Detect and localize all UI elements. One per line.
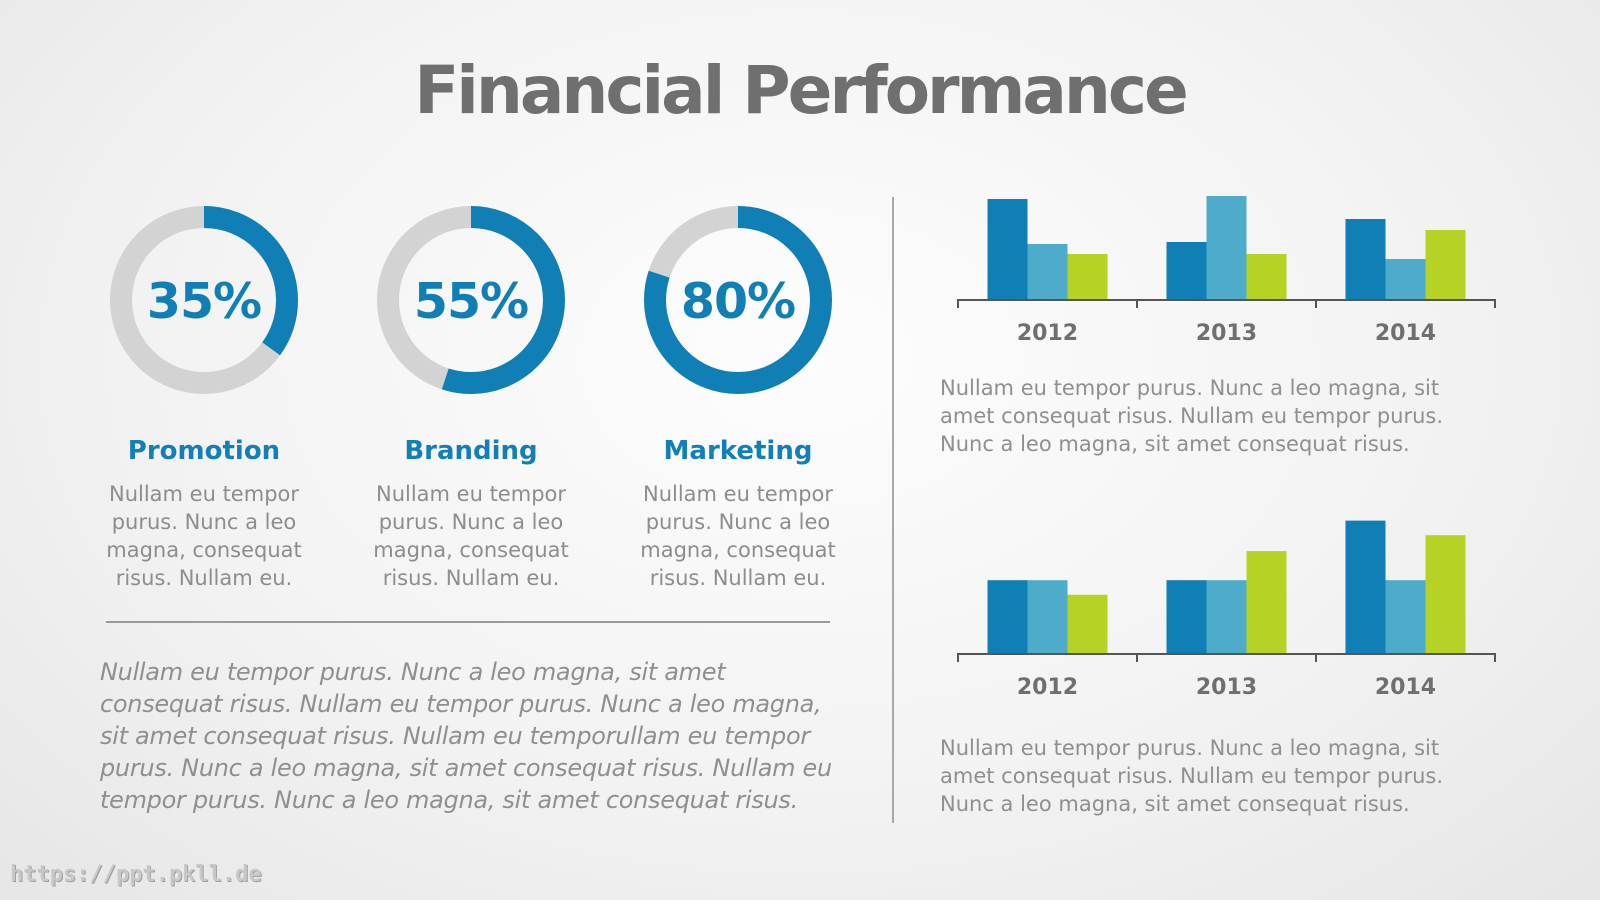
bar [1425,535,1466,653]
donut-percent: 55% [414,273,528,330]
summary-paragraph: Nullam eu tempor purus. Nunc a leo magna… [100,658,832,814]
donut-marketing: 80% Marketing Nullam eu tempor purus. Nu… [628,190,848,590]
x-tick-label: 2013 [1196,675,1257,700]
bar [1385,259,1426,299]
bar [1166,580,1207,653]
donut-description: Nullam eu tempor purus. Nunc a leo magna… [640,482,836,590]
donut-branding: 55% Branding Nullam eu tempor purus. Nun… [361,190,581,590]
donut-promotion: 35% Promotion Nullam eu tempor purus. Nu… [94,190,314,590]
donut-title: Promotion [127,436,281,466]
x-tick-label: 2012 [1017,321,1078,346]
donut-chart: 55% [377,206,565,394]
bar [987,580,1028,653]
donut-percent: 35% [147,273,261,330]
bar [1166,242,1207,299]
bar [987,199,1028,299]
bar [1206,580,1247,653]
horizontal-divider [106,621,830,623]
vertical-divider [892,197,894,823]
bar [1345,520,1386,653]
bar [1027,580,1068,653]
donut-chart: 80% [644,206,832,394]
chart-description-top: Nullam eu tempor purus. Nunc a leo magna… [940,376,1444,456]
x-tick-label: 2013 [1196,321,1257,346]
bar [1067,254,1108,299]
bar [1027,244,1068,299]
x-tick-label: 2012 [1017,675,1078,700]
donut-progress-arc [377,206,565,394]
bar [1345,219,1386,299]
bar [1246,551,1287,653]
donut-progress-arc [644,206,832,394]
donut-chart: 35% [110,206,298,394]
x-tick-label: 2014 [1375,321,1436,346]
bar [1385,580,1426,653]
donut-title: Marketing [663,436,813,466]
donut-progress-arc [110,206,298,394]
donut-title: Branding [404,436,538,466]
bar [1067,594,1108,653]
x-tick-label: 2014 [1375,675,1436,700]
donut-percent: 80% [681,273,795,330]
donut-description: Nullam eu tempor purus. Nunc a leo magna… [106,482,302,590]
watermark-url: https://ppt.pkll.de [10,862,262,887]
page-title: Financial Performance [414,52,1189,129]
bar-chart-bottom: 2012 2013 2014 [957,520,1496,700]
chart-description-bottom: Nullam eu tempor purus. Nunc a leo magna… [940,736,1444,816]
bar [1425,230,1466,299]
donut-description: Nullam eu tempor purus. Nunc a leo magna… [373,482,569,590]
bar [1246,254,1287,299]
bar [1206,196,1247,299]
bar-chart-top: 2012 2013 2014 [957,196,1496,346]
